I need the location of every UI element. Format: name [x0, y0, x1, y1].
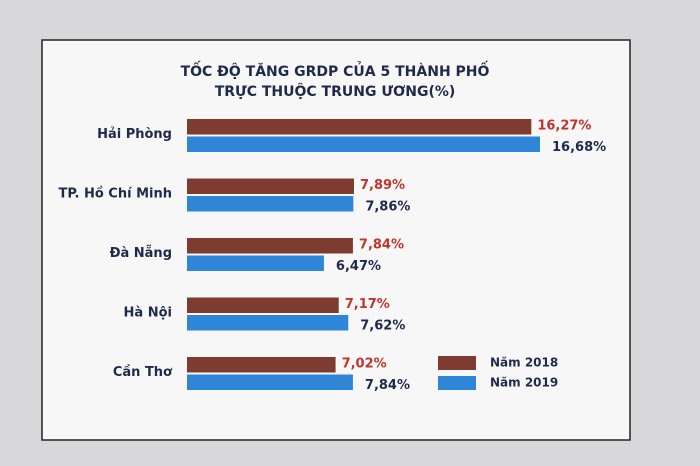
bar [187, 178, 354, 194]
value-label: 6,47% [336, 259, 381, 274]
legend-swatch [438, 376, 476, 390]
bar [187, 119, 532, 135]
legend-swatch [438, 356, 476, 370]
value-label: 7,62% [360, 318, 405, 333]
bar [187, 136, 540, 152]
bar [187, 196, 354, 212]
category-label: Hải Phòng [97, 127, 172, 142]
legend-label: Năm 2018 [490, 356, 558, 370]
chart-title: TRỰC THUỘC TRUNG ƯƠNG(%) [215, 82, 456, 100]
category-label: TP. Hồ Chí Minh [59, 187, 173, 202]
bar [187, 357, 336, 373]
bar [187, 315, 349, 331]
value-label: 7,86% [365, 199, 410, 214]
value-label: 16,27% [537, 118, 591, 133]
value-label: 7,84% [359, 237, 404, 252]
value-label: 7,02% [342, 356, 387, 371]
bar [187, 238, 353, 254]
category-label: Hà Nội [124, 306, 172, 321]
chart-title: TỐC ĐỘ TĂNG GRDP CỦA 5 THÀNH PHỐ [181, 60, 490, 80]
legend-label: Năm 2019 [490, 376, 558, 390]
value-label: 16,68% [552, 140, 606, 155]
category-label: Đà Nẵng [110, 246, 172, 261]
value-label: 7,84% [365, 378, 410, 393]
value-label: 7,89% [360, 178, 405, 193]
value-label: 7,17% [345, 297, 390, 312]
bar [187, 297, 339, 313]
bar [187, 255, 324, 271]
category-label: Cần Thơ [113, 365, 173, 380]
bar [187, 374, 353, 390]
